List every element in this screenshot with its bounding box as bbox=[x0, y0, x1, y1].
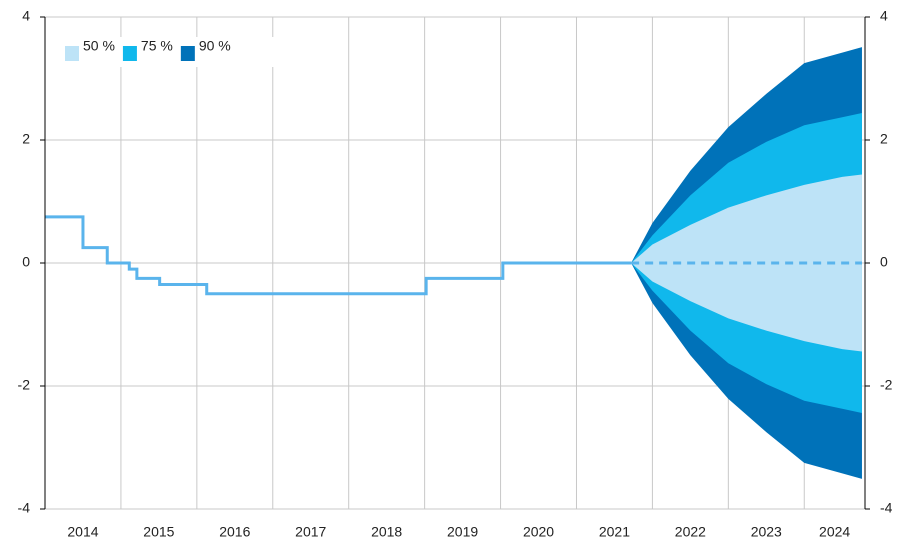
x-tick-label: 2016 bbox=[219, 524, 250, 540]
y-tick-label: -4 bbox=[18, 500, 31, 516]
y2-tick-label: 0 bbox=[880, 254, 888, 270]
x-tick-label: 2024 bbox=[819, 524, 850, 540]
y-tick-label: -2 bbox=[18, 377, 31, 393]
legend-label: 75 % bbox=[141, 38, 173, 54]
legend-swatch bbox=[180, 46, 195, 61]
x-tick-label: 2021 bbox=[599, 524, 630, 540]
legend-swatch bbox=[122, 46, 137, 61]
x-tick-label: 2015 bbox=[143, 524, 174, 540]
legend-label: 50 % bbox=[83, 38, 115, 54]
x-tick-label: 2023 bbox=[751, 524, 782, 540]
y-tick-label: 0 bbox=[22, 254, 30, 270]
legend-swatch bbox=[65, 46, 79, 61]
x-tick-label: 2022 bbox=[675, 524, 706, 540]
y-tick-label: 4 bbox=[22, 8, 30, 24]
legend-label: 90 % bbox=[199, 38, 231, 54]
x-tick-label: 2014 bbox=[67, 524, 98, 540]
legend-background bbox=[58, 37, 274, 67]
x-tick-label: 2018 bbox=[371, 524, 402, 540]
y2-tick-label: -4 bbox=[880, 500, 893, 516]
rate-line bbox=[45, 215, 632, 296]
x-tick-label: 2017 bbox=[295, 524, 326, 540]
y2-tick-label: 4 bbox=[880, 8, 888, 24]
x-tick-label: 2019 bbox=[447, 524, 478, 540]
y2-tick-label: -2 bbox=[880, 377, 893, 393]
y2-tick-label: 2 bbox=[880, 131, 888, 147]
y-tick-label: 2 bbox=[22, 131, 30, 147]
x-tick-label: 2020 bbox=[523, 524, 554, 540]
